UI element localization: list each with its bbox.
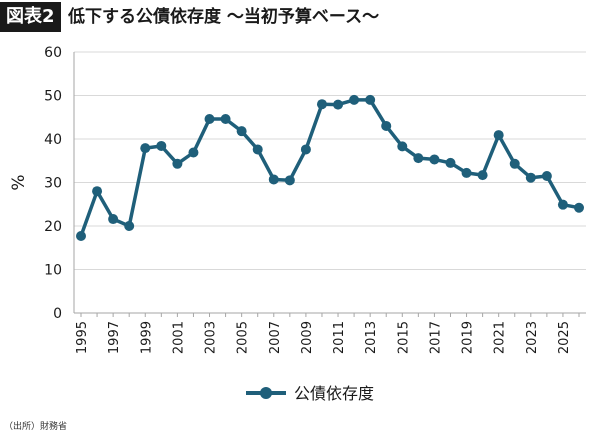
data-point <box>156 140 167 151</box>
data-point <box>557 199 568 210</box>
y-tick-label: 50 <box>44 89 62 105</box>
data-point <box>92 186 103 197</box>
gridlines <box>74 51 586 270</box>
data-point <box>284 175 295 186</box>
figure-badge: 図表2 <box>0 2 61 32</box>
series-line <box>79 98 580 237</box>
data-point <box>76 231 86 242</box>
data-point <box>349 94 360 105</box>
x-tick-label: 2023 <box>525 321 540 354</box>
series-layer <box>76 94 584 242</box>
data-point <box>574 202 584 213</box>
line-chart: 0 10 20 30 40 50 60% 1995 1997 1999 2001 2003 2005 20… <box>9 45 586 403</box>
data-point <box>300 144 311 155</box>
y-tick-label: 40 <box>44 132 62 148</box>
data-point <box>333 99 344 110</box>
data-point <box>252 144 263 155</box>
data-point <box>188 147 199 158</box>
x-tick-label: 1997 <box>107 321 122 354</box>
data-point <box>445 157 456 168</box>
data-point <box>204 113 215 124</box>
data-point <box>525 172 536 183</box>
x-tick-label: 2003 <box>204 321 219 354</box>
x-tick-label: 1999 <box>139 321 154 354</box>
x-tick-label: 2001 <box>171 321 186 354</box>
x-tick-label: 2017 <box>428 321 443 354</box>
chart-title: 低下する公債依存度 〜当初予算ベース〜 <box>68 7 380 27</box>
data-point <box>172 158 183 169</box>
x-tick-label: 2009 <box>300 321 315 354</box>
data-point <box>140 143 151 154</box>
y-tick-label: 20 <box>44 219 62 235</box>
chart-header: 図表2 低下する公債依存度 〜当初予算ベース〜 <box>0 0 600 34</box>
x-tick-label: 2007 <box>268 321 283 354</box>
data-point <box>509 158 520 169</box>
legend: 公債依存度 <box>246 384 374 403</box>
source-note: （出所）財務省 <box>4 422 68 432</box>
x-tick-label: 2015 <box>396 321 411 354</box>
data-point <box>236 126 247 137</box>
x-tick-label: 2011 <box>332 321 347 354</box>
data-point <box>461 167 472 178</box>
data-point <box>365 94 376 105</box>
x-tick-label: 2013 <box>364 321 379 354</box>
data-point <box>429 154 440 165</box>
y-tick-label: 30 <box>44 176 62 192</box>
data-point <box>220 113 231 124</box>
x-tick-label: 2021 <box>493 321 508 354</box>
x-tick-label: 2005 <box>236 321 251 354</box>
x-tick-label: 2019 <box>461 321 476 354</box>
data-point <box>381 120 392 131</box>
data-point <box>397 141 408 152</box>
axes: 0 10 20 30 40 50 60% 1995 1997 1999 2001 2003 2005 20… <box>9 45 586 354</box>
data-point <box>108 214 119 225</box>
y-tick-label: 60 <box>44 45 62 61</box>
y-axis-title: % <box>9 174 29 190</box>
y-tick-label: 10 <box>44 263 62 279</box>
data-point <box>477 170 488 181</box>
data-point <box>316 99 327 110</box>
data-point <box>493 130 504 141</box>
x-tick-label: 2025 <box>557 321 572 354</box>
legend-label: 公債依存度 <box>294 384 374 403</box>
data-point <box>541 170 552 181</box>
data-point <box>268 174 279 185</box>
legend-swatch-marker <box>260 387 272 399</box>
data-point <box>413 153 424 164</box>
x-tick-label: 1995 <box>75 321 90 354</box>
y-tick-label: 0 <box>53 306 62 322</box>
data-point <box>124 221 135 231</box>
